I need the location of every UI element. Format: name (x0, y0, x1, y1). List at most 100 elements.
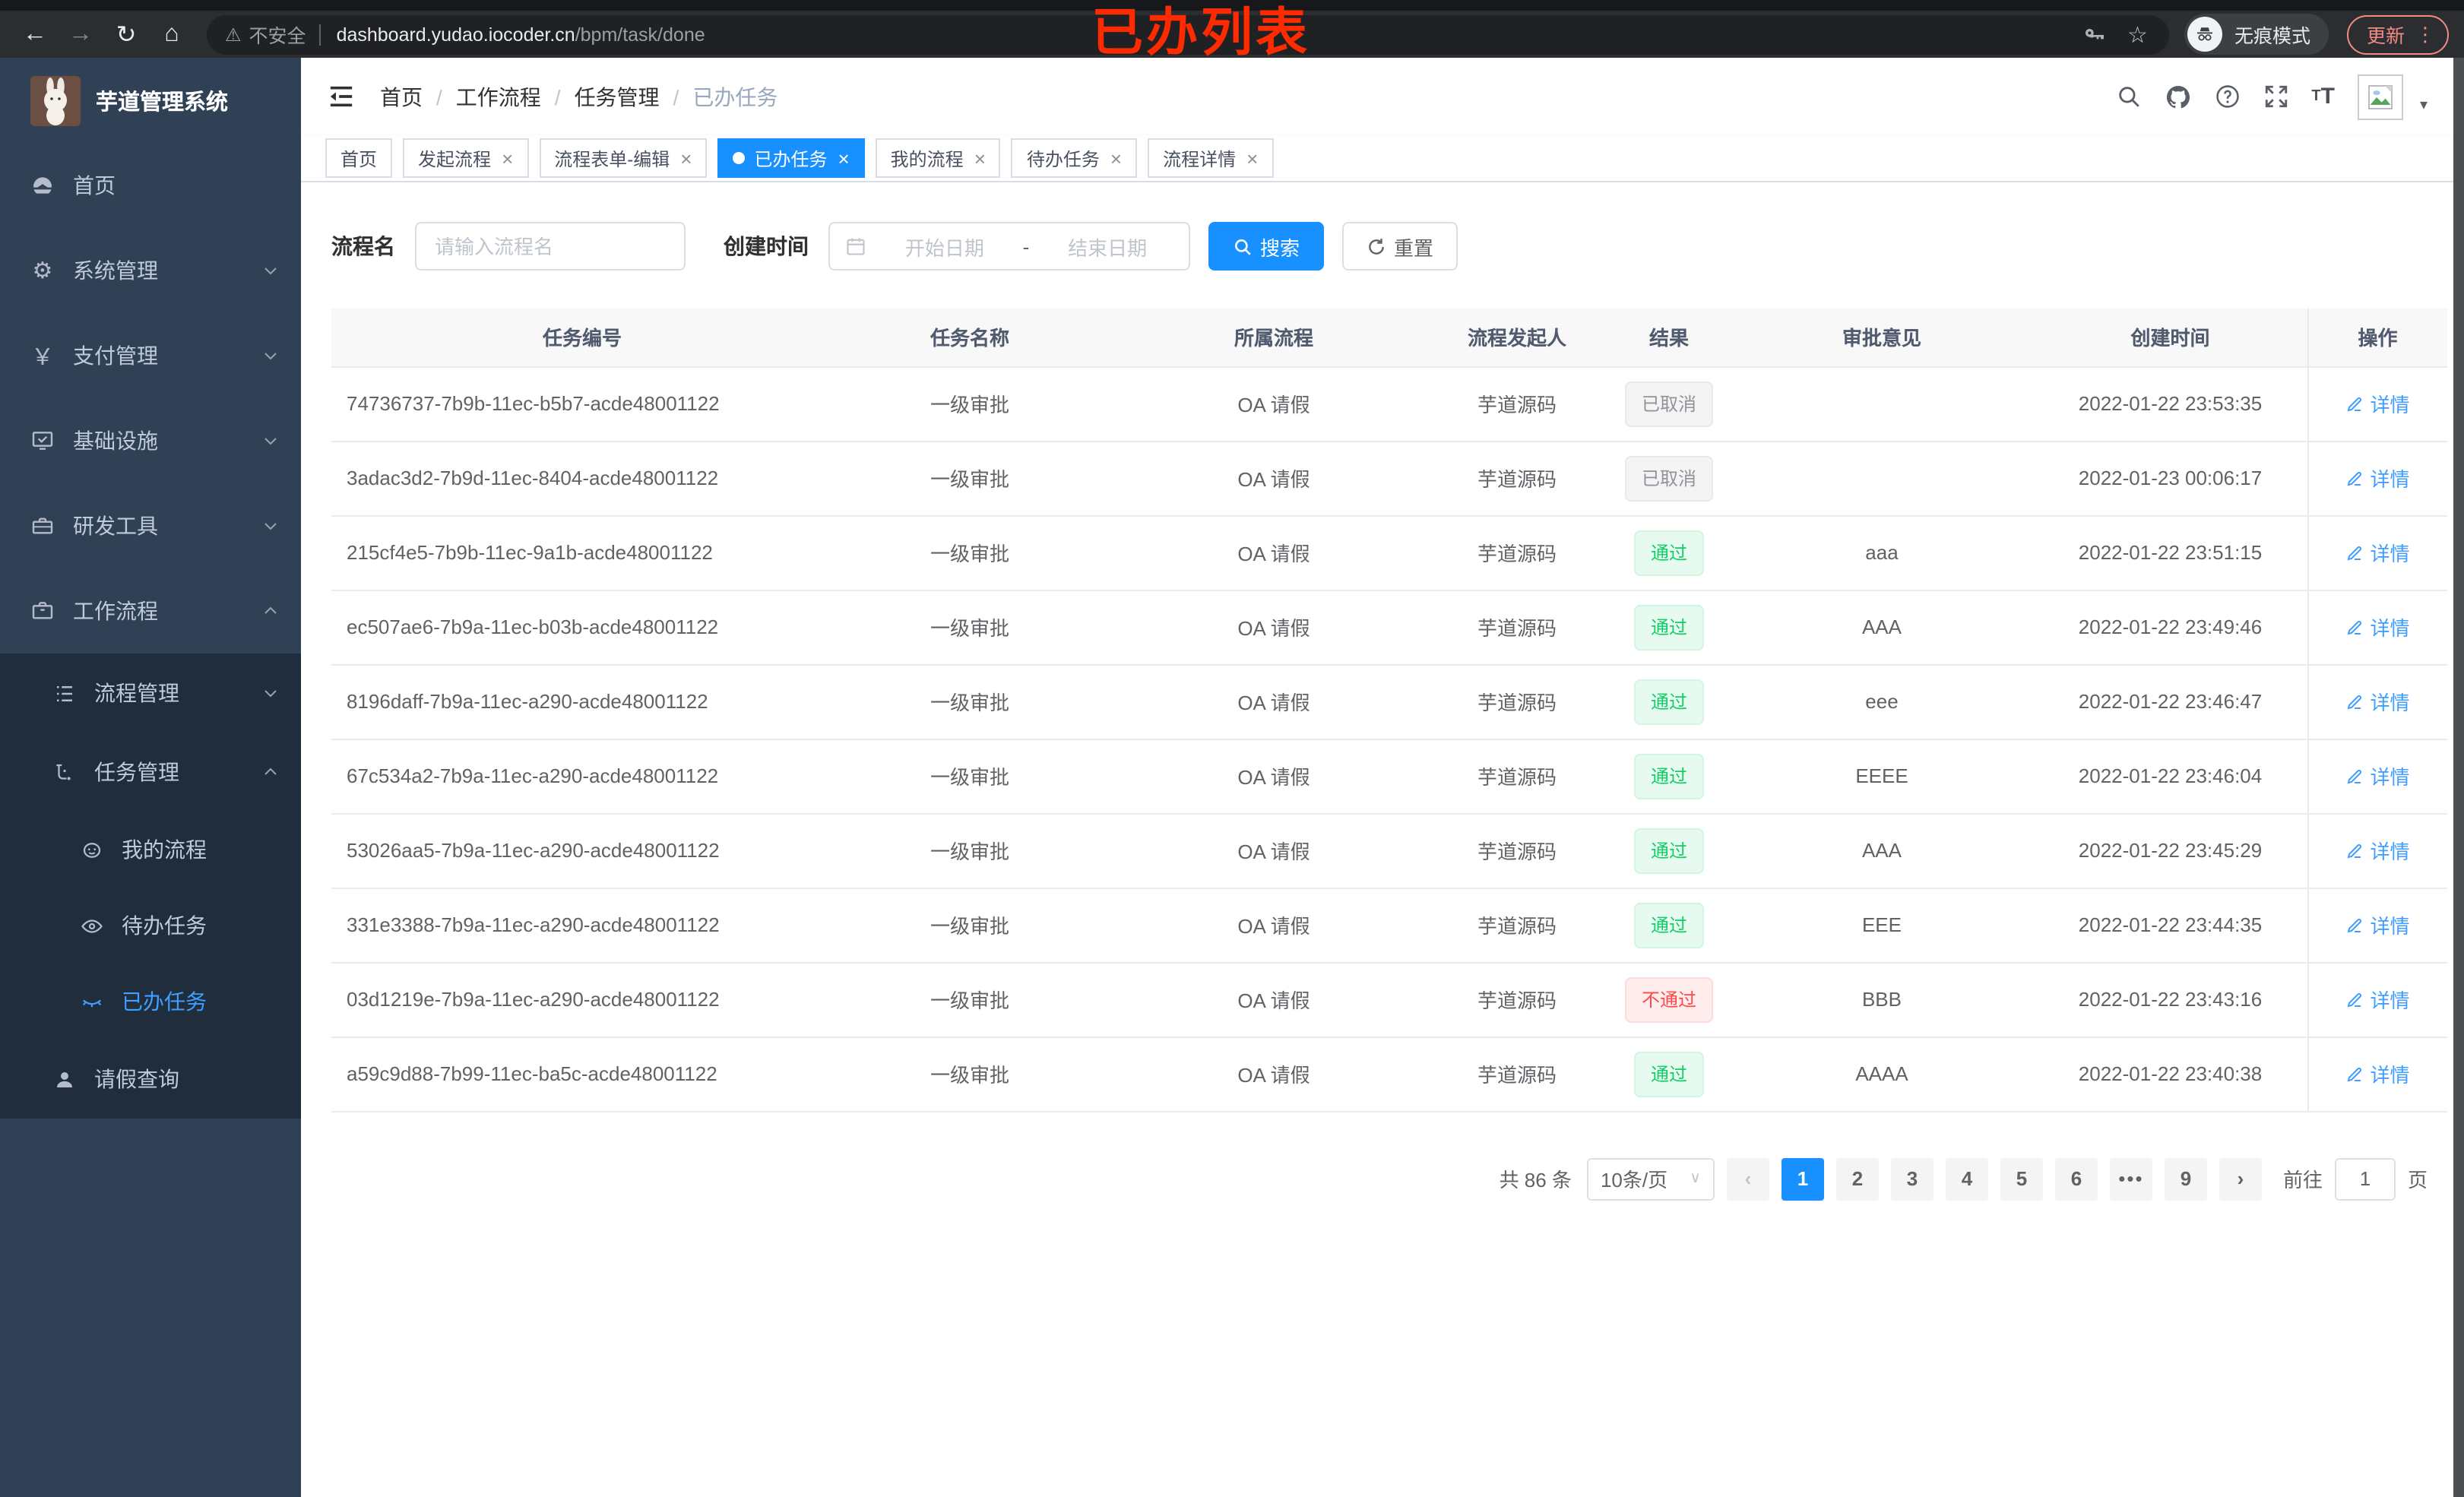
tab-close-icon[interactable]: × (1246, 147, 1259, 169)
start-date-placeholder[interactable]: 开始日期 (904, 236, 984, 259)
next-page-button[interactable]: › (2219, 1157, 2262, 1200)
sidebar-item-label: 待办任务 (122, 913, 207, 938)
sidebar-item-home[interactable]: 首页 (0, 143, 301, 228)
reset-button[interactable]: 重置 (1342, 222, 1458, 271)
list-tree-icon (52, 681, 76, 705)
face-icon (79, 837, 103, 862)
page-number-button[interactable]: 4 (1945, 1157, 1988, 1200)
page-number-button[interactable]: 2 (1835, 1157, 1879, 1200)
breadcrumb-home[interactable]: 首页 (380, 84, 423, 109)
page-number-button[interactable]: 9 (2164, 1157, 2207, 1200)
tab-close-icon[interactable]: × (502, 147, 514, 169)
process-name-input[interactable] (415, 222, 686, 271)
browser-home-button[interactable]: ⌂ (164, 21, 179, 46)
browser-menu-kebab-icon[interactable]: ⋮ (2415, 22, 2435, 45)
browser-reload-button[interactable]: ↻ (116, 22, 137, 48)
fullscreen-icon[interactable] (2263, 84, 2288, 109)
sidebar-item-task-mgmt[interactable]: 任务管理 (0, 733, 301, 812)
detail-link[interactable]: 详情 (2345, 538, 2410, 567)
avatar-caret-icon[interactable]: ▾ (2419, 97, 2428, 114)
sidebar-item-done-tasks[interactable]: 已办任务 (0, 964, 301, 1040)
address-bar[interactable]: ⚠ 不安全 dashboard.yudao.iocoder.cn/bpm/tas… (207, 14, 2169, 54)
tab[interactable]: 首页 (325, 138, 393, 178)
tab-close-icon[interactable]: × (680, 147, 692, 169)
page-number-button[interactable]: ••• (2109, 1157, 2152, 1200)
chevron-down-icon (261, 261, 280, 280)
detail-link[interactable]: 详情 (2345, 1059, 2410, 1088)
page-size-select[interactable]: 10条/页 ∨ (1586, 1157, 1715, 1200)
sidebar-item-infrastructure[interactable]: 基础设施 (0, 398, 301, 483)
detail-link[interactable]: 详情 (2345, 985, 2410, 1014)
breadcrumb-workflow[interactable]: 工作流程 (455, 84, 541, 109)
column-header-task-id: 任务编号 (331, 309, 818, 367)
result-badge: 通过 (1633, 753, 1704, 799)
sidebar-item-leave-query[interactable]: 请假查询 (0, 1040, 301, 1119)
goto-page-input[interactable] (2334, 1157, 2396, 1200)
detail-link[interactable]: 详情 (2345, 389, 2410, 418)
avatar[interactable] (2357, 74, 2403, 119)
gear-icon: ⚙ (32, 258, 53, 284)
tab[interactable]: 已办任务 × (717, 138, 865, 178)
browser-back-button[interactable]: ← (23, 21, 47, 46)
password-key-icon[interactable] (2082, 22, 2106, 46)
detail-link[interactable]: 详情 (2345, 761, 2410, 790)
browser-forward-button[interactable]: → (68, 21, 93, 46)
workflow-submenu: 流程管理 任务管理 我的流程 (0, 654, 301, 1119)
detail-link-label: 详情 (2370, 468, 2410, 491)
tab[interactable]: 发起流程 × (403, 138, 529, 178)
tab-close-icon[interactable]: × (1110, 147, 1123, 169)
prev-page-button[interactable]: ‹ (1726, 1157, 1769, 1200)
sidebar-collapse-icon[interactable] (328, 85, 354, 108)
cell-result: 已取消 (1608, 366, 1730, 442)
detail-link-label: 详情 (2370, 692, 2410, 714)
page-scrollbar[interactable] (2453, 58, 2464, 1497)
url-text[interactable]: dashboard.yudao.iocoder.cn/bpm/task/done (337, 24, 2082, 45)
sidebar-item-process-mgmt[interactable]: 流程管理 (0, 654, 301, 733)
tab[interactable]: 流程详情 × (1148, 138, 1274, 178)
tab[interactable]: 我的流程 × (875, 138, 1001, 178)
page-number-button[interactable]: 1 (1781, 1157, 1824, 1200)
app-logo-row[interactable]: 芋道管理系统 (0, 58, 301, 143)
cell-initiator: 芋道源码 (1426, 441, 1608, 516)
detail-link[interactable]: 详情 (2345, 836, 2410, 865)
sidebar-item-dev-tools[interactable]: 研发工具 (0, 483, 301, 568)
tab[interactable]: 流程表单-编辑 × (539, 138, 708, 178)
column-header-actions: 操作 (2307, 309, 2447, 367)
detail-link[interactable]: 详情 (2345, 910, 2410, 939)
detail-link[interactable]: 详情 (2345, 687, 2410, 716)
end-date-placeholder[interactable]: 结束日期 (1068, 236, 1148, 259)
sidebar-item-payment[interactable]: ￥ 支付管理 (0, 313, 301, 398)
bookmark-star-icon[interactable]: ☆ (2127, 22, 2148, 48)
incognito-badge: 无痕模式 (2184, 14, 2329, 55)
cell-actions: 详情 (2307, 739, 2447, 814)
tab[interactable]: 待办任务 × (1011, 138, 1138, 178)
github-icon[interactable] (2164, 83, 2191, 110)
search-icon[interactable] (2115, 84, 2141, 109)
browser-update-button[interactable]: 更新 ⋮ (2346, 14, 2449, 54)
sidebar-item-my-process[interactable]: 我的流程 (0, 812, 301, 888)
sidebar-item-todo-tasks[interactable]: 待办任务 (0, 888, 301, 964)
result-badge: 通过 (1633, 1051, 1704, 1097)
help-icon[interactable] (2214, 84, 2240, 109)
sidebar-item-system[interactable]: ⚙ 系统管理 (0, 228, 301, 313)
sidebar-item-label: 请假查询 (94, 1067, 179, 1091)
table-row: 331e3388-7b9a-11ec-a290-acde48001122 一级审… (331, 888, 2447, 963)
breadcrumb-task-mgmt[interactable]: 任务管理 (574, 84, 660, 109)
cell-task-name: 一级审批 (818, 441, 1122, 516)
result-badge: 通过 (1633, 828, 1704, 873)
chevron-down-icon: ∨ (1690, 1170, 1701, 1187)
pagination-total: 共 86 条 (1499, 1169, 1572, 1192)
cell-actions: 详情 (2307, 1037, 2447, 1112)
detail-link[interactable]: 详情 (2345, 464, 2410, 492)
search-button[interactable]: 搜索 (1208, 222, 1325, 271)
tab-close-icon[interactable]: × (838, 147, 850, 169)
date-range-picker[interactable]: 开始日期 - 结束日期 (828, 222, 1190, 271)
page-number-button[interactable]: 6 (2054, 1157, 2098, 1200)
sidebar-item-workflow[interactable]: 工作流程 (0, 568, 301, 654)
not-secure-label[interactable]: 不安全 (249, 26, 306, 47)
detail-link[interactable]: 详情 (2345, 612, 2410, 641)
page-number-button[interactable]: 3 (1890, 1157, 1934, 1200)
tab-close-icon[interactable]: × (974, 147, 986, 169)
page-number-button[interactable]: 5 (2000, 1157, 2043, 1200)
